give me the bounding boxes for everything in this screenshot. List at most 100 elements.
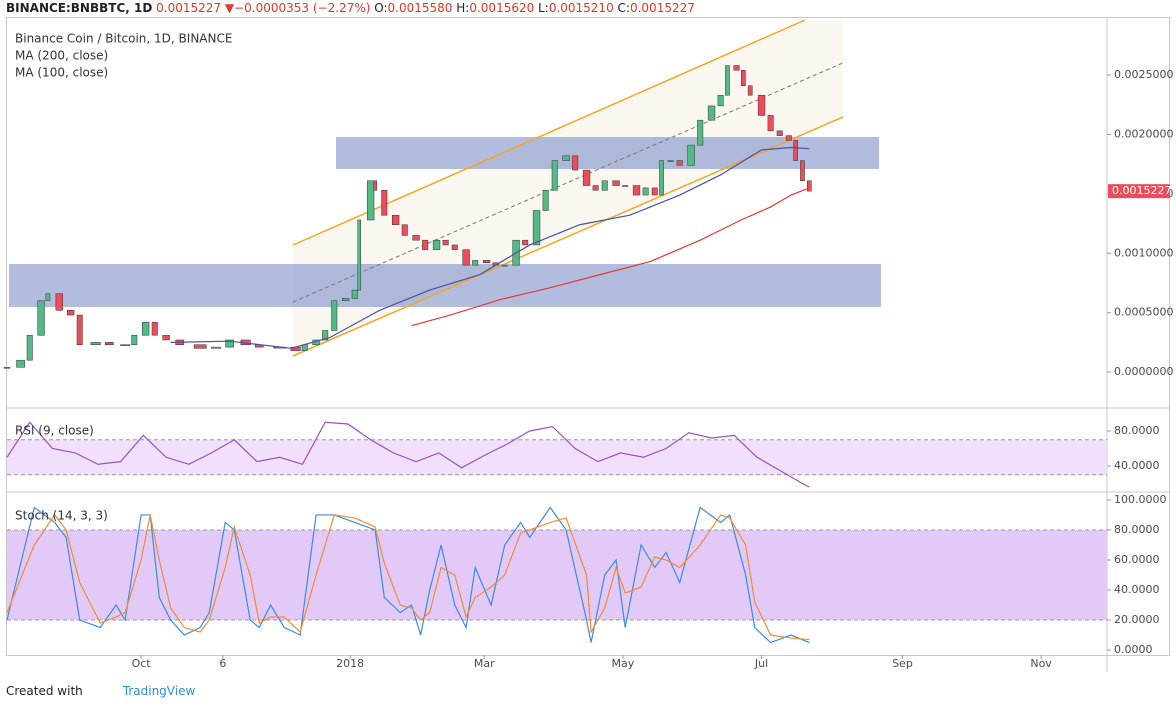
last-price-box	[1108, 184, 1170, 199]
candle	[322, 330, 329, 341]
candle	[676, 160, 683, 166]
ohlc-value: 0.0015580	[387, 1, 453, 15]
y-tick-label: 80.0000	[1114, 424, 1160, 437]
candle	[381, 190, 388, 216]
band	[7, 529, 1107, 621]
y-tick-label: 0.0025000	[1114, 68, 1174, 81]
x-tick-label: May	[612, 657, 635, 670]
candle	[551, 160, 558, 191]
candle	[422, 239, 429, 250]
candle	[733, 65, 740, 71]
ohlc-value: 0.0015210	[548, 1, 614, 15]
candle	[366, 180, 375, 221]
candle	[141, 321, 150, 336]
last-price: 0.0015227	[1112, 184, 1172, 197]
series-line	[170, 146, 810, 349]
y-tick-label: 0.0010000	[1114, 246, 1174, 259]
y-tick-label: 20.0000	[1114, 613, 1160, 626]
created: Created with	[6, 684, 83, 698]
channel-lower	[292, 116, 844, 357]
ohlc-value: 0.0015227	[629, 1, 695, 15]
candle	[687, 144, 695, 166]
candle	[341, 298, 350, 302]
candle	[601, 180, 608, 191]
x-tick-label: 6	[219, 657, 226, 670]
y-tick-label: 40.0000	[1114, 583, 1160, 596]
series-line	[6, 513, 810, 641]
y-tick-label: 40.0000	[1114, 459, 1160, 472]
candle	[55, 293, 63, 311]
chart: Oct 6 2018 Mar May Jul Sep Nov 0.0000000 0.000500…	[3, 17, 1174, 672]
x-tick-label: Sep	[892, 657, 913, 670]
candle	[351, 289, 358, 299]
candle	[357, 219, 362, 291]
candle	[741, 70, 746, 86]
y-tick-label: 0.0005000	[1114, 306, 1174, 319]
candle	[776, 130, 783, 136]
candle	[151, 321, 158, 336]
candle	[45, 293, 51, 302]
candle	[800, 160, 805, 182]
candle	[632, 185, 641, 196]
candle	[582, 169, 591, 186]
candle	[442, 239, 449, 246]
candle	[612, 180, 620, 186]
candle	[120, 344, 131, 346]
y-tick-label: 0.0020000	[1114, 127, 1174, 140]
ohlc-label: H:	[456, 1, 470, 15]
candle	[16, 359, 25, 368]
candle	[707, 105, 716, 121]
candle	[401, 224, 408, 236]
candle	[501, 264, 508, 267]
y-tick-label: 80.0000	[1114, 523, 1160, 536]
candle	[131, 334, 138, 345]
legend-entry: MA (200, close)	[15, 49, 108, 63]
candle	[747, 85, 753, 96]
candle	[767, 115, 774, 132]
y-tick-label: 0.0000	[1114, 643, 1153, 656]
y-tick-label: 0.0000000	[1114, 365, 1174, 378]
candle	[26, 334, 33, 361]
ohlc-value: 0.0015620	[469, 1, 535, 15]
ohlc-label: C:	[617, 1, 630, 15]
candle	[331, 300, 338, 331]
candle	[542, 190, 549, 211]
candle	[3, 367, 11, 369]
candle	[37, 300, 45, 336]
symbol: BINANCE:BNBBTC, 1D	[6, 1, 153, 15]
series-line	[6, 506, 810, 644]
y-tick-label: 100.0000	[1114, 493, 1167, 506]
candle	[532, 210, 541, 246]
y-tick-label: 60.0000	[1114, 553, 1160, 566]
candle	[622, 185, 629, 187]
x-tick-label: 2018	[336, 657, 364, 670]
candle	[451, 244, 458, 250]
x-tick-label: Oct	[132, 657, 152, 670]
series-line	[411, 187, 810, 327]
series-line	[6, 421, 810, 488]
candle	[806, 180, 812, 192]
brand[interactable]: TradingView	[122, 684, 196, 698]
legend-entry: RSI (9, close)	[15, 424, 94, 438]
candle	[90, 342, 101, 345]
panes: Oct 6 2018 Mar May Jul Sep Nov 0.0000000 0.000500…	[3, 32, 1174, 670]
candle	[373, 180, 377, 191]
candle	[522, 239, 529, 246]
legend-entry: MA (100, close)	[15, 66, 108, 80]
candle	[697, 119, 704, 146]
legend-entry: Binance Coin / Bitcoin, 1D, BINANCE	[15, 32, 232, 46]
legend-entry: Stoch (14, 3, 3)	[15, 509, 108, 523]
candle	[211, 346, 222, 349]
band	[7, 439, 1107, 475]
candle	[66, 310, 75, 316]
candle	[193, 344, 207, 349]
candle	[462, 249, 470, 266]
candle	[482, 260, 491, 264]
candle	[659, 160, 664, 196]
resistance-zone	[336, 137, 879, 169]
candle	[432, 239, 441, 250]
candle	[725, 65, 730, 96]
arrow: ▼	[224, 1, 235, 15]
candle	[412, 235, 420, 241]
ohlc-label: L:	[538, 1, 549, 15]
